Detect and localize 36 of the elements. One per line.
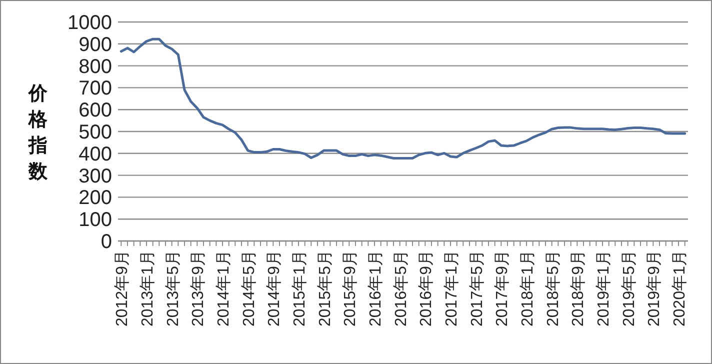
x-tick-label: 2018年9月	[570, 250, 588, 326]
x-tick-label: 2019年9月	[646, 250, 664, 326]
y-axis-title: 价格指数	[28, 82, 48, 182]
x-tick-label: 2013年9月	[190, 250, 208, 326]
x-tick-label: 2014年1月	[216, 250, 232, 326]
x-tick-label: 2017年5月	[468, 250, 486, 326]
x-tick-label: 2014年5月	[240, 250, 258, 326]
x-tick-label: 2018年1月	[520, 250, 536, 326]
line-series	[120, 38, 686, 160]
y-tick-label: 900	[78, 34, 112, 56]
y-tick-label: 600	[78, 100, 112, 122]
y-tick-label: 700	[78, 78, 112, 100]
y-tick-label: 300	[78, 165, 112, 188]
x-tick-label: 2018年5月	[544, 250, 562, 326]
y-tick-label: 0	[100, 231, 112, 253]
y-tick-label: 100	[78, 209, 112, 232]
y-tick-label: 500	[78, 122, 112, 144]
y-tick-label: 200	[78, 187, 112, 210]
x-tick-label: 2016年5月	[392, 250, 410, 326]
x-tick-label: 2015年5月	[316, 250, 334, 326]
x-tick-label: 2013年5月	[164, 250, 182, 326]
x-tick-label: 2015年9月	[342, 250, 360, 326]
y-tick-label: 400	[78, 143, 112, 166]
x-tick-label: 2017年9月	[494, 250, 512, 326]
y-tick-label: 800	[78, 56, 112, 78]
y-tick-label: 1000	[68, 12, 112, 34]
x-tick-label: 2012年9月	[114, 250, 132, 326]
x-tick-label: 2017年1月	[444, 250, 460, 326]
x-tick-label: 2015年1月	[292, 250, 308, 326]
x-tick-label: 2019年1月	[596, 250, 612, 326]
x-tick-label: 2013年1月	[140, 250, 156, 326]
x-tick-label: 2019年5月	[620, 250, 638, 326]
x-tick-label: 2016年1月	[368, 250, 384, 326]
x-tick-label: 2016年9月	[418, 250, 436, 326]
x-tick-label: 2014年9月	[266, 250, 284, 326]
x-tick-label: 2020年1月	[672, 250, 688, 326]
